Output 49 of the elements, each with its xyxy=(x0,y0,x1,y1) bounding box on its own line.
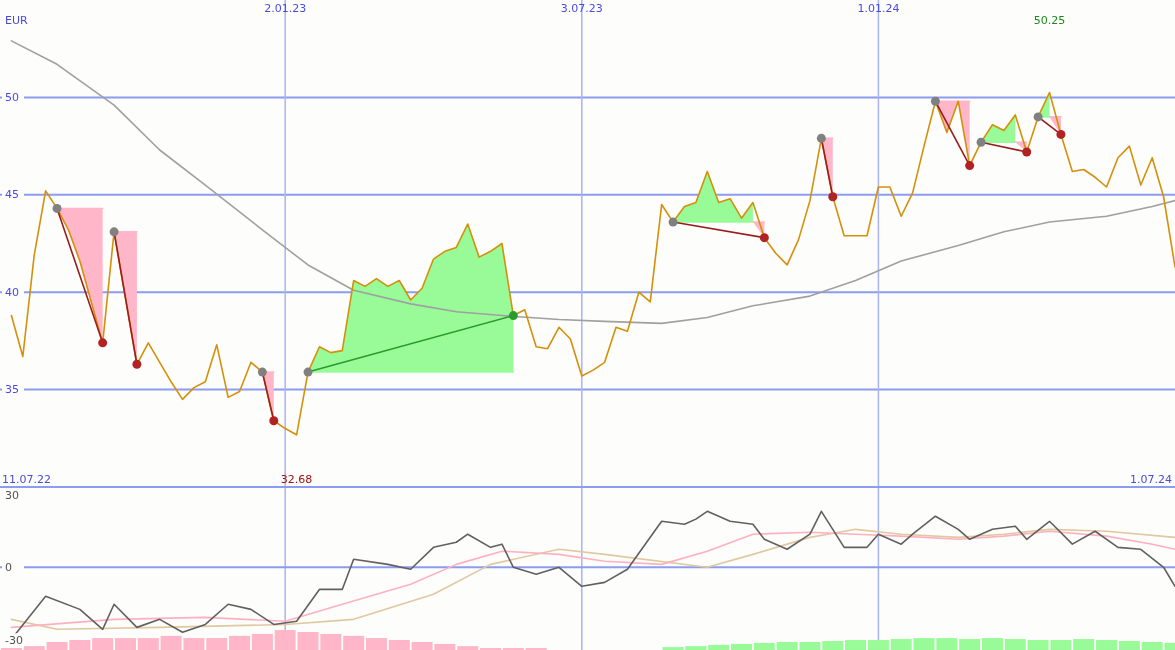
annotation: 11.07.22 xyxy=(2,473,51,486)
bar xyxy=(457,646,479,650)
point xyxy=(132,359,142,369)
y-axis-title: EUR xyxy=(5,14,28,27)
x-tick-label: 2.01.23 xyxy=(264,2,307,15)
y-tick-label: 30 xyxy=(5,488,19,502)
bar xyxy=(114,638,136,650)
bar xyxy=(822,641,844,650)
bar xyxy=(753,642,775,650)
bar xyxy=(23,646,45,650)
bar xyxy=(388,640,410,650)
bar xyxy=(92,638,114,650)
bar xyxy=(274,630,296,650)
bar xyxy=(708,644,730,650)
y-tick-label: 35 xyxy=(5,383,19,397)
point xyxy=(828,192,838,202)
bar xyxy=(845,640,867,650)
bar xyxy=(343,635,365,650)
bar xyxy=(1118,641,1140,650)
y-tick-label: -30 xyxy=(5,633,23,647)
y-tick-label: 0 xyxy=(5,560,12,574)
annotation: 32.68 xyxy=(280,473,313,486)
x-tick-label: 3.07.23 xyxy=(560,2,603,15)
point xyxy=(965,161,975,171)
bar xyxy=(365,638,387,650)
point xyxy=(759,233,769,243)
bar xyxy=(229,635,251,650)
y-tick-label: 50 xyxy=(5,90,19,104)
bar xyxy=(251,633,273,650)
bar xyxy=(206,638,228,650)
point xyxy=(1056,129,1066,139)
annotation: 1.07.24 xyxy=(1130,473,1172,486)
point xyxy=(1022,147,1032,157)
point xyxy=(98,338,108,348)
bar xyxy=(959,639,981,650)
x-tick-label: 1.01.24 xyxy=(857,2,900,15)
y-tick-label: 45 xyxy=(5,188,19,202)
bar xyxy=(137,638,159,650)
bar xyxy=(1004,639,1026,650)
annotation: 50.25 xyxy=(1033,14,1066,27)
bar xyxy=(731,643,752,650)
bar xyxy=(1073,639,1095,650)
bar xyxy=(867,640,889,650)
bar xyxy=(981,638,1003,650)
bar xyxy=(1096,640,1118,650)
point xyxy=(269,416,279,426)
y-tick-label: 40 xyxy=(5,285,19,299)
point xyxy=(508,311,518,321)
bar xyxy=(890,639,912,650)
